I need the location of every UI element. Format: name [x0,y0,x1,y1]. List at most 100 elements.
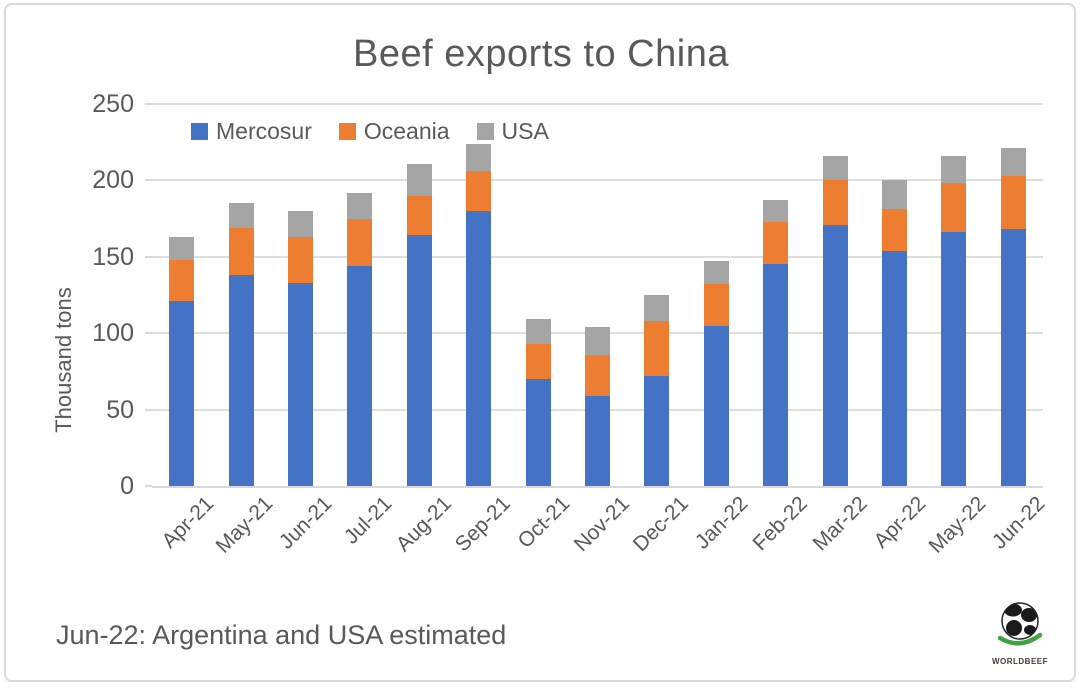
x-tick-label-nov-21: Nov-21 [569,492,634,557]
bar-jun-22 [984,104,1043,486]
x-tick-label-apr-22: Apr-22 [869,492,931,553]
legend-item-mercosur: Mercosur [191,118,312,145]
bar-segment-usa [703,261,729,285]
bar-nov-21 [568,104,627,486]
bar-segment-oceania [1000,175,1026,230]
x-tick-label-feb-22: Feb-22 [748,492,812,556]
chart-title: Beef exports to China [353,33,729,75]
bar-segment-oceania [882,209,908,251]
bar-series [152,104,1043,486]
worldbeef-logo: WORLDBEEF [986,600,1054,676]
logo-text: WORLDBEEF [991,657,1049,666]
bar-oct-21 [508,104,567,486]
y-tick-label-50: 50 [106,395,134,424]
x-tick-label-may-21: May-21 [211,492,278,558]
x-tick-label-aug-21: Aug-21 [391,492,456,557]
legend-swatch-usa [476,123,494,140]
bar-aug-21 [390,104,449,486]
bar-segment-mercosur [228,275,254,486]
bar-jul-21 [330,104,389,486]
bar-segment-usa [763,200,789,222]
y-tick-mark [145,485,152,487]
bar-segment-oceania [941,183,967,233]
bar-segment-mercosur [169,301,195,486]
gridline-200 [152,179,1043,182]
bar-segment-oceania [169,259,195,302]
y-tick-label-0: 0 [120,472,134,500]
bar-apr-21 [152,104,211,486]
bar-segment-mercosur [525,379,551,486]
bar-feb-22 [746,104,805,486]
legend-label-oceania: Oceania [363,118,450,144]
bar-segment-oceania [288,236,314,283]
y-tick-mark [145,332,152,335]
bar-apr-22 [865,104,924,486]
bar-segment-mercosur [644,375,670,486]
bar-segment-usa [822,155,848,181]
bar-segment-oceania [703,284,729,326]
bar-segment-usa [347,192,373,219]
legend-swatch-oceania [338,123,356,140]
bar-segment-usa [882,180,908,210]
legend-label-usa: USA [501,118,549,144]
bar-jun-21 [271,104,330,486]
bar-segment-oceania [585,354,611,396]
bar-segment-mercosur [288,282,314,486]
bar-jan-22 [687,104,746,486]
x-tick-label-jun-22: Jun-22 [987,492,1050,554]
bar-segment-usa [288,210,314,237]
bar-segment-usa [169,236,195,260]
bar-segment-mercosur [941,232,967,486]
bar-segment-usa [228,203,254,228]
bar-segment-mercosur [1000,229,1026,486]
bar-segment-oceania [763,221,789,265]
x-axis: Apr-21 May-21 Jun-21 Jul-21 Aug-21 Sep-21 Oct-… [152,492,1049,602]
bar-segment-oceania [644,320,670,376]
x-tick-label-may-22: May-22 [924,492,991,558]
bar-segment-mercosur [466,210,492,486]
bar-may-21 [211,104,270,486]
bar-segment-mercosur [763,264,789,486]
bar-segment-oceania [347,218,373,266]
x-tick-label-jul-21: Jul-21 [339,492,397,549]
bar-segment-mercosur [882,250,908,486]
x-tick-label-jan-22: Jan-22 [690,492,753,554]
bar-segment-usa [466,143,492,172]
y-tick-mark [145,103,152,105]
y-tick-mark [145,255,152,258]
bar-segment-oceania [228,227,254,276]
bar-may-22 [924,104,983,486]
bar-sep-21 [449,104,508,486]
x-tick-label-jun-21: Jun-21 [275,492,337,554]
x-tick-label-apr-21: Apr-21 [157,492,218,553]
bar-segment-mercosur [703,325,729,486]
y-tick-label-250: 250 [92,90,134,118]
bar-mar-22 [805,104,864,486]
legend: Mercosur Oceania USA [191,118,549,145]
legend-item-usa: USA [476,118,549,145]
bar-segment-mercosur [822,224,848,486]
bar-segment-usa [644,295,670,321]
bar-segment-mercosur [347,265,373,486]
bar-segment-mercosur [585,395,611,486]
bar-segment-oceania [406,195,432,236]
x-tick-label-dec-21: Dec-21 [629,492,694,557]
legend-label-mercosur: Mercosur [216,118,312,144]
footnote: Jun-22: Argentina and USA estimated [56,620,507,650]
globe-icon [997,602,1043,646]
gridline-150 [152,255,1043,258]
bar-segment-usa [525,319,551,344]
y-tick-label-150: 150 [92,242,134,271]
x-tick-label-oct-21: Oct-21 [513,492,575,553]
legend-swatch-mercosur [191,123,208,140]
bar-segment-usa [1000,148,1026,176]
gridline-250 [152,103,1043,105]
bar-segment-mercosur [406,235,432,486]
bar-segment-oceania [822,180,848,225]
x-tick-label-mar-22: Mar-22 [808,492,872,556]
y-tick-mark [145,179,152,182]
y-tick-label-200: 200 [92,166,134,195]
bar-segment-oceania [525,343,551,380]
bar-dec-21 [627,104,686,486]
legend-item-oceania: Oceania [338,118,450,145]
